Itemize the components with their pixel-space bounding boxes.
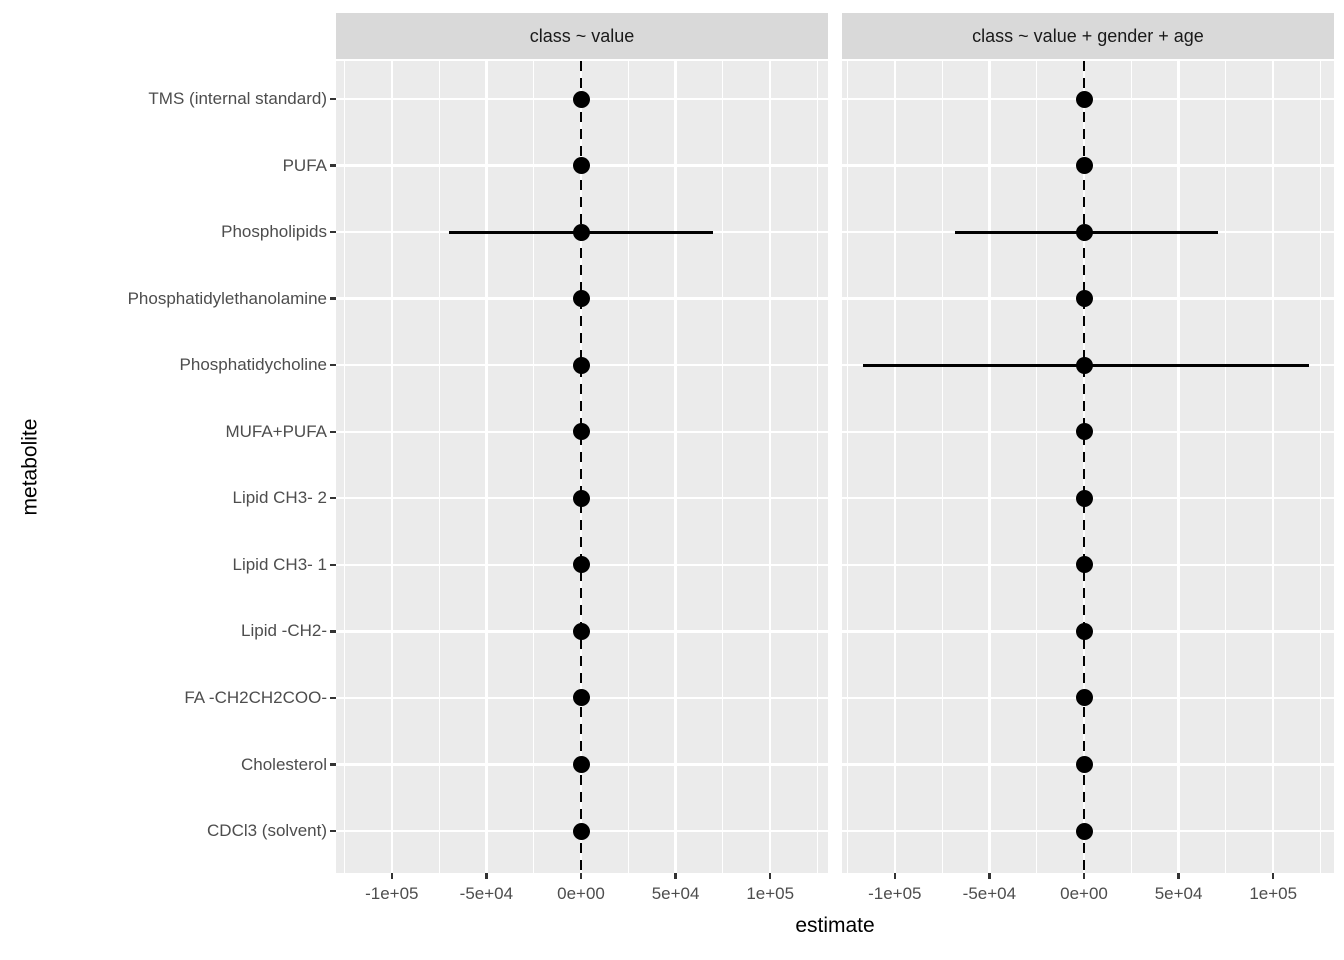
y-axis-label: Lipid CH3- 2 [232, 488, 328, 508]
point-estimate-dot [572, 489, 590, 507]
facet-strip-label: class ~ value + gender + age [972, 25, 1204, 46]
gridline-minor-v [1225, 61, 1227, 873]
y-axis-tick [330, 164, 336, 167]
point-estimate-dot [572, 756, 590, 773]
point-estimate-dot [1075, 223, 1093, 241]
x-axis-tick-label: 1e+05 [746, 884, 795, 903]
x-axis-tick-label: 5e+04 [1154, 884, 1203, 903]
point-estimate-dot [1075, 689, 1093, 707]
y-axis-label: FA -CH2CH2COO- [184, 687, 327, 707]
gridline-minor-v [941, 61, 943, 873]
point-estimate-dot [572, 689, 590, 707]
gridline-minor-v [1130, 61, 1132, 873]
y-axis-label: Lipid CH3- 1 [232, 554, 328, 574]
y-axis-tick [330, 829, 336, 833]
facet-strip: class ~ value [336, 13, 828, 59]
y-axis-label: MUFA+PUFA [225, 421, 327, 441]
gridline-minor-v [627, 61, 629, 873]
x-axis-tick-label: 5e+04 [651, 884, 700, 903]
point-estimate-dot [1075, 90, 1093, 108]
y-axis-tick [330, 763, 336, 766]
point-estimate-dot [572, 556, 590, 574]
x-axis-tick [1272, 873, 1275, 879]
y-axis-label: TMS (internal standard) [148, 89, 327, 108]
y-axis-tick [330, 497, 336, 500]
x-axis-tick [1177, 873, 1180, 879]
point-estimate-dot [1075, 356, 1093, 374]
y-axis-title-wrap: metabolite [8, 61, 52, 873]
y-axis-tick [330, 97, 336, 101]
x-axis-tick [893, 873, 896, 879]
point-estimate-dot [1075, 756, 1093, 773]
x-axis-tick-label: -1e+05 [868, 884, 922, 903]
gridline-minor-v [1036, 61, 1038, 873]
y-axis-label: CDCl3 (solvent) [207, 821, 327, 841]
gridline-major-v [390, 61, 393, 873]
y-axis-tick [330, 563, 336, 567]
plot-panel [842, 61, 1334, 873]
gridline-major-v [674, 61, 677, 873]
point-estimate-dot [1075, 290, 1093, 308]
x-axis-tick-label: -5e+04 [459, 884, 514, 903]
point-estimate-dot [572, 622, 590, 640]
gridline-major-v [769, 61, 772, 873]
gridline-minor-v [533, 61, 535, 873]
point-estimate-dot [572, 90, 590, 108]
gridline-minor-v [722, 61, 724, 873]
facet-strip-label: class ~ value [529, 25, 635, 46]
x-axis-title: estimate [795, 914, 875, 937]
gridline-major-v [893, 61, 896, 873]
x-axis-tick [674, 873, 677, 879]
gridline-minor-v [816, 61, 819, 873]
facet-strip: class ~ value + gender + age [842, 13, 1334, 59]
y-axis-tick [330, 630, 336, 633]
zero-reference-line [1082, 61, 1086, 873]
gridline-minor-v [343, 61, 346, 873]
x-axis-tick-label: 1e+05 [1249, 884, 1298, 903]
point-estimate-dot [1075, 556, 1093, 574]
gridline-major-v [988, 61, 991, 873]
x-axis-tick [1082, 873, 1086, 879]
y-axis-tick [330, 297, 336, 300]
y-axis-label: Lipid -CH2- [241, 621, 327, 641]
y-axis-tick [330, 696, 336, 700]
point-estimate-dot [572, 822, 590, 840]
point-estimate-dot [572, 423, 590, 441]
y-axis-label: PUFA [282, 155, 327, 175]
point-estimate-dot [1075, 822, 1093, 840]
y-axis-tick [330, 430, 336, 433]
gridline-minor-v [1319, 61, 1322, 873]
gridline-major-v [485, 61, 488, 873]
point-estimate-dot [572, 223, 590, 241]
point-estimate-dot [1075, 489, 1093, 507]
point-estimate-dot [572, 290, 590, 308]
point-estimate-dot [1075, 423, 1093, 441]
zero-reference-line [579, 61, 583, 873]
x-axis-tick-label: -5e+04 [962, 884, 1017, 903]
x-axis-tick [579, 873, 583, 879]
gridline-major-v [1272, 61, 1275, 873]
x-axis-tick-label: -1e+05 [365, 884, 419, 903]
y-axis-label: Phosphatidycholine [179, 355, 327, 375]
gridline-minor-v [846, 61, 849, 873]
point-estimate-dot [572, 356, 590, 374]
plot-panel [336, 61, 828, 873]
x-axis-tick [769, 873, 772, 879]
x-axis-tick [390, 873, 393, 879]
gridline-major-v [1177, 61, 1180, 873]
x-axis-tick-label: 0e+00 [1060, 884, 1108, 903]
x-axis-tick [988, 873, 991, 879]
x-axis-tick-label: 0e+00 [557, 884, 605, 903]
y-axis-label: Phosphatidylethanolamine [127, 288, 327, 308]
point-estimate-dot [1075, 622, 1093, 640]
y-axis-tick [330, 230, 336, 234]
y-axis-tick [330, 364, 336, 367]
gridline-minor-v [438, 61, 440, 873]
y-axis-label: Cholesterol [241, 754, 327, 774]
y-axis-label: Phospholipids [221, 222, 327, 242]
point-estimate-dot [572, 157, 590, 175]
point-estimate-dot [1075, 157, 1093, 175]
x-axis-tick [485, 873, 488, 879]
